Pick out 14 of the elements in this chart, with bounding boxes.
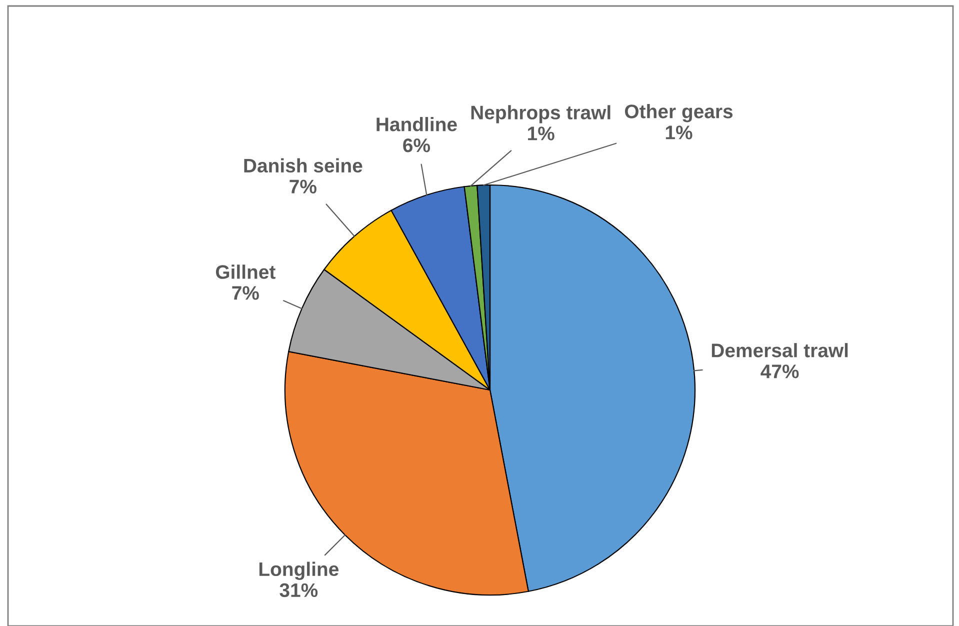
slice-label: Handline <box>376 117 457 132</box>
data-label: 7% <box>232 286 259 300</box>
slice-label: Demersal trawl <box>712 343 848 358</box>
data-label: 31% <box>280 583 318 598</box>
slice-label: Longline <box>259 562 338 580</box>
data-label: 47% <box>760 364 799 378</box>
slice-label: Other gears <box>624 104 733 122</box>
data-label: 6% <box>403 138 430 152</box>
slice-label: Gillnet <box>216 264 276 279</box>
data-label: 1% <box>666 126 692 140</box>
data-label: 1% <box>528 126 554 140</box>
slice-label: Danish seine <box>244 158 362 173</box>
slice-label: Nephrops trawl <box>471 105 610 124</box>
data-label: 7% <box>290 180 316 194</box>
